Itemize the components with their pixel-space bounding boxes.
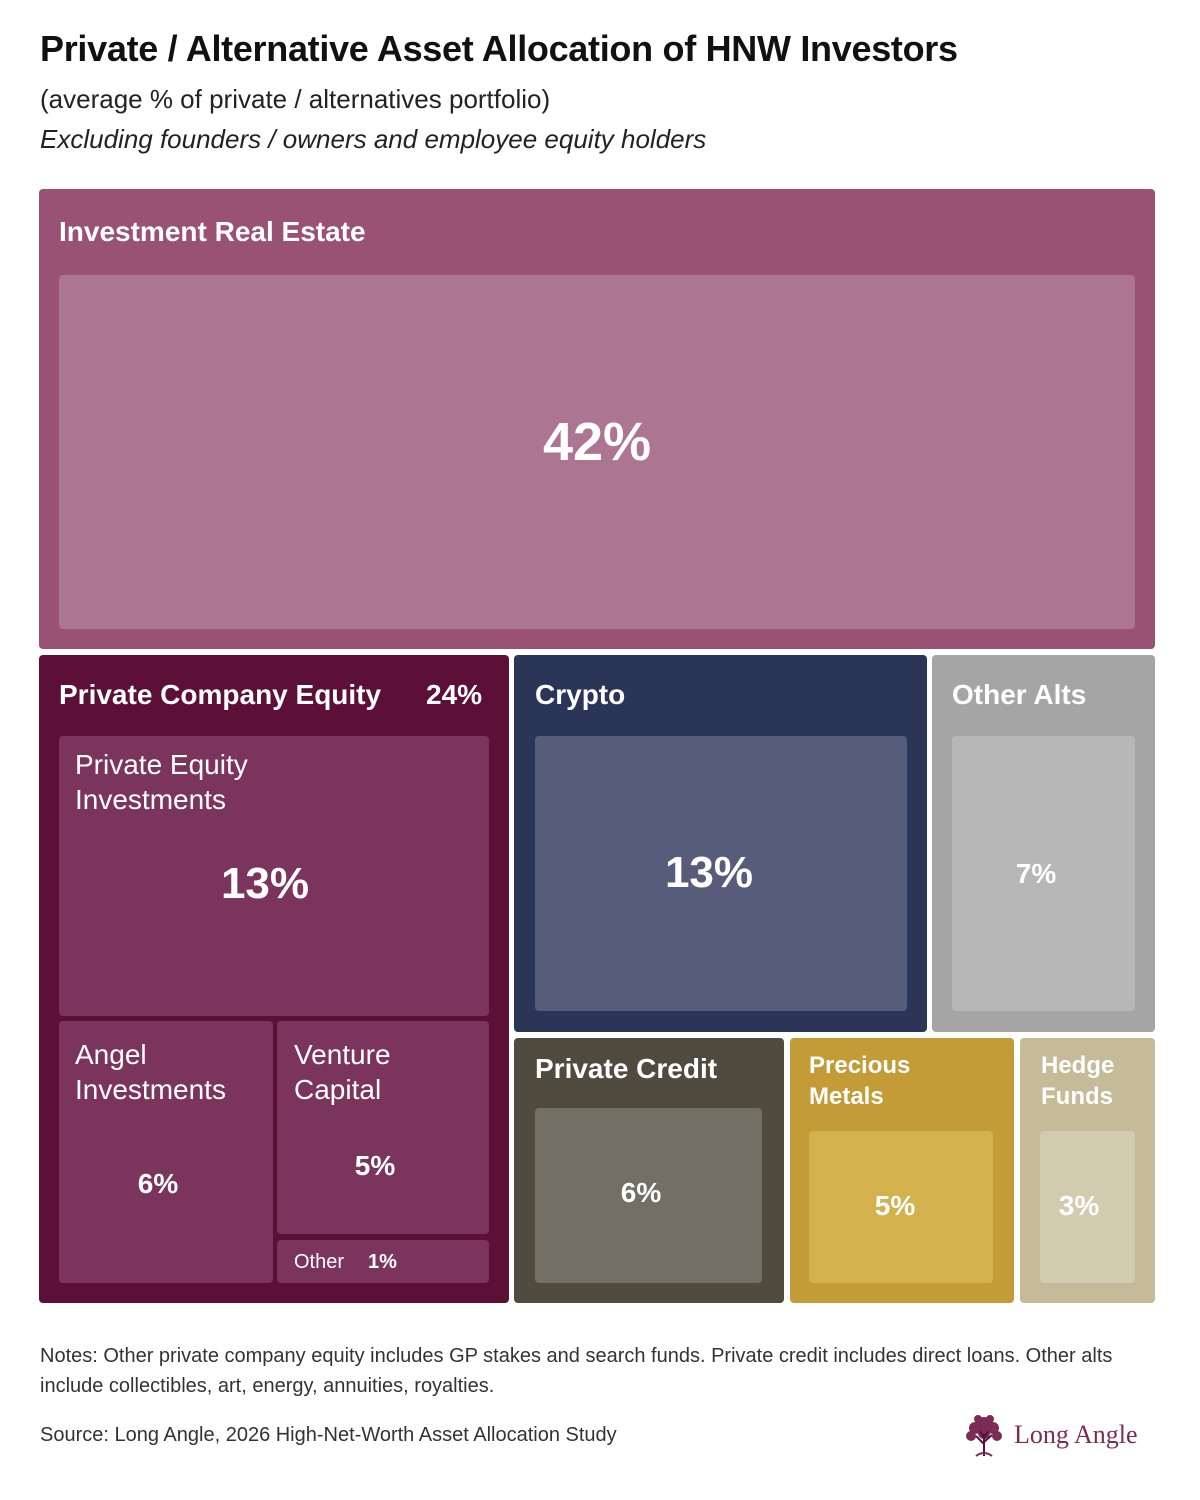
tile-other-alts-inner [952,736,1135,1011]
tile-venture-capital-label: Venture Capital [294,1039,391,1105]
tile-venture-capital [277,1021,489,1234]
notes: Notes: Other private company equity incl… [40,1345,1113,1397]
tile-hedge-funds-value: 3% [1058,1190,1100,1221]
tile-other-equity [277,1240,489,1283]
tile-venture-capital-value: 5% [354,1150,396,1181]
tile-other-equity-label: Other [294,1251,345,1273]
tile-precious-metals-label: Precious Metals [809,1052,911,1110]
tile-other-alts-label: Other Alts [952,679,1087,710]
tile-other-equity-value: 1% [368,1251,397,1273]
tile-crypto-value: 13% [664,848,754,897]
chart-subtitle: (average % of private / alternatives por… [40,84,551,114]
tile-angel-investments-label: Angel Investments [75,1039,226,1105]
tile-private-company-equity-label: Private Company Equity [59,679,382,710]
tile-investment-real-estate-value: 42% [542,412,652,472]
tree-icon [966,1415,1002,1457]
chart-title: Private / Alternative Asset Allocation o… [40,28,958,69]
tile-precious-metals-inner [809,1131,993,1283]
tile-investment-real-estate-inner [59,275,1135,629]
tile-hedge-funds-label: Hedge Funds [1041,1052,1115,1110]
tile-private-equity-investments-label: Private Equity Investments [75,749,248,815]
logo-text: Long Angle [1014,1420,1138,1449]
tile-crypto-inner [535,736,907,1011]
tile-private-credit-label: Private Credit [535,1053,718,1084]
tile-angel-investments [59,1021,273,1283]
tile-private-credit-value: 6% [620,1177,662,1208]
tile-angel-investments-value: 6% [137,1168,179,1199]
chart-subtitle-note: Excluding founders / owners and employee… [40,124,707,154]
tile-private-credit-inner [535,1108,762,1283]
tile-investment-real-estate-label: Investment Real Estate [59,216,366,247]
source: Source: Long Angle, 2026 High-Net-Worth … [40,1424,617,1446]
tile-private-company-equity-value: 24% [426,679,483,710]
long-angle-logo: Long Angle [962,1412,1138,1458]
tile-other-alts-value: 7% [1015,858,1057,889]
tile-hedge-funds-inner [1040,1131,1135,1283]
tile-private-equity-investments [59,736,489,1016]
tile-precious-metals-value: 5% [874,1190,916,1221]
tile-private-equity-investments-value: 13% [220,859,310,908]
tile-crypto-label: Crypto [535,679,626,710]
